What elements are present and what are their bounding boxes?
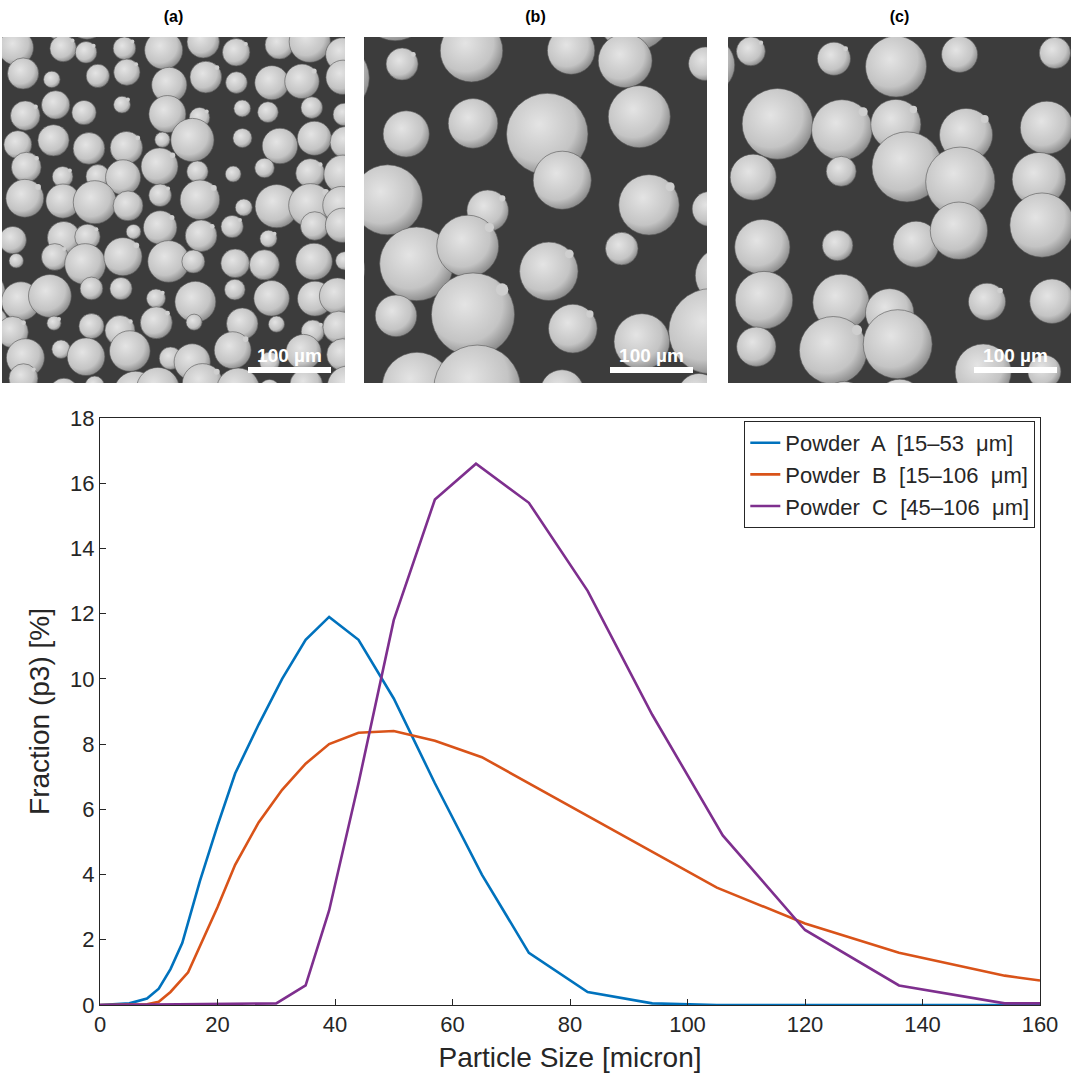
svg-text:120: 120	[787, 1012, 824, 1037]
svg-text:6: 6	[82, 797, 94, 822]
svg-text:10: 10	[70, 667, 94, 692]
svg-text:100: 100	[669, 1012, 706, 1037]
svg-text:18: 18	[70, 406, 94, 431]
svg-text:Powder C [45–106 μm]: Powder C [45–106 μm]	[785, 495, 1029, 520]
svg-text:8: 8	[82, 732, 94, 757]
svg-text:16: 16	[70, 471, 94, 496]
svg-text:Powder A [15–53 μm]: Powder A [15–53 μm]	[785, 431, 1013, 456]
svg-text:160: 160	[1022, 1012, 1059, 1037]
svg-text:100 µm: 100 µm	[619, 345, 684, 366]
svg-text:Powder B [15–106 μm]: Powder B [15–106 μm]	[785, 463, 1028, 488]
svg-text:4: 4	[82, 862, 94, 887]
svg-text:40: 40	[323, 1012, 347, 1037]
svg-text:(a): (a)	[164, 8, 184, 25]
svg-text:(c): (c)	[890, 8, 910, 25]
svg-text:2: 2	[82, 927, 94, 952]
svg-text:0: 0	[94, 1012, 106, 1037]
svg-text:100 µm: 100 µm	[983, 345, 1048, 366]
svg-text:60: 60	[440, 1012, 464, 1037]
svg-text:100 µm: 100 µm	[257, 345, 322, 366]
svg-text:80: 80	[558, 1012, 582, 1037]
svg-text:(b): (b)	[525, 8, 545, 25]
svg-text:20: 20	[205, 1012, 229, 1037]
svg-text:0: 0	[82, 993, 94, 1018]
svg-text:12: 12	[70, 601, 94, 626]
svg-text:Particle Size [micron]: Particle Size [micron]	[439, 1042, 702, 1073]
svg-text:14: 14	[70, 536, 94, 561]
svg-text:Fraction (p3) [%]: Fraction (p3) [%]	[24, 608, 55, 815]
svg-text:140: 140	[904, 1012, 941, 1037]
